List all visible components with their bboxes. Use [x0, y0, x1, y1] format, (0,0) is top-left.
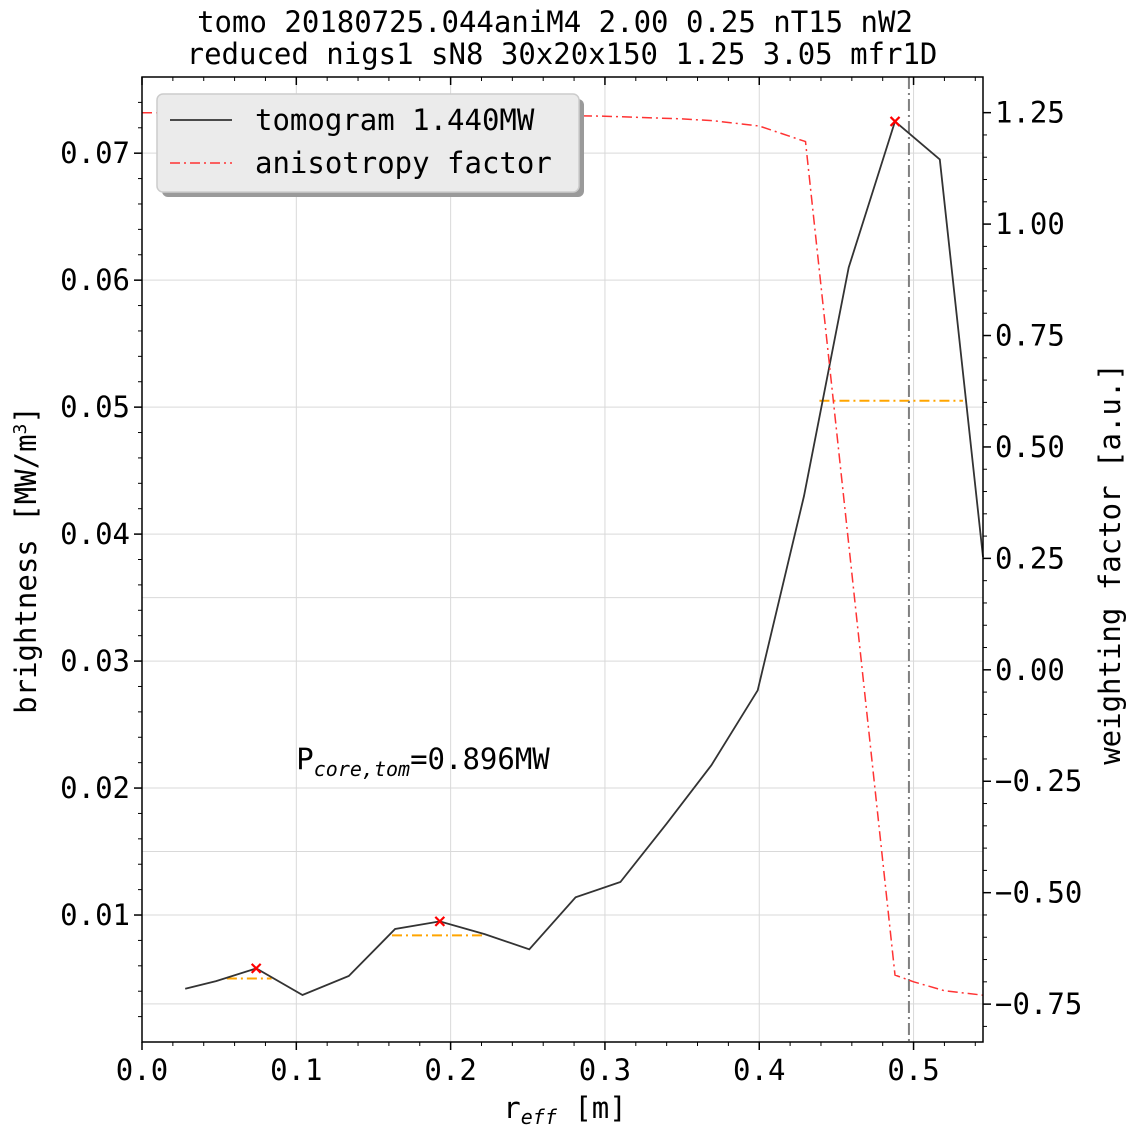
plot-frame: [141, 76, 984, 1043]
core-power-annotation: Pcore,tom=0.896MW: [296, 742, 550, 781]
peak-marker-2: [889, 116, 901, 127]
y-right-tick-label-0: −0.75: [995, 987, 1082, 1021]
peak-marker-0: [250, 963, 262, 974]
y-right-tick-label-5: 0.50: [995, 430, 1065, 464]
y-right-tick-label-4: 0.25: [995, 541, 1065, 575]
legend-box: [156, 93, 580, 193]
series-line-0: [184, 119, 984, 996]
y-left-axis-label-sup: 3: [10, 424, 31, 435]
y-left-axis-label-end: ]: [9, 406, 43, 423]
y-right-tick-label-6: 0.75: [995, 319, 1065, 353]
x-tick-label-2: 0.2: [424, 1053, 476, 1087]
x-axis-label-unit: [m]: [557, 1091, 627, 1125]
x-axis-label-sub: eff: [521, 1105, 558, 1129]
y-right-tick-label-8: 1.25: [995, 96, 1065, 130]
legend-label-anisotropy: anisotropy factor: [255, 146, 552, 180]
series-line-1: [142, 111, 984, 996]
y-left-axis-label: brightness [MW/m3]: [9, 406, 43, 714]
y-left-tick-label-4: 0.05: [60, 390, 130, 424]
x-tick-label-1: 0.1: [270, 1053, 322, 1087]
x-axis-label: reff [m]: [503, 1091, 626, 1129]
peak-marker-stroke-b: [889, 116, 901, 127]
peak-marker-stroke-b: [250, 963, 262, 974]
peak-markers: [250, 116, 901, 974]
legend: tomogram 1.440MW anisotropy factor: [156, 93, 584, 197]
y-right-tick-label-7: 1.00: [995, 207, 1065, 241]
y-right-axis-label: weighting factor [a.u.]: [1093, 363, 1127, 765]
x-axis-ticks: 0.0 0.1 0.2 0.3 0.4 0.5: [116, 77, 976, 1087]
legend-label-tomogram: tomogram 1.440MW: [255, 103, 535, 137]
peak-marker-stroke-b: [434, 916, 446, 927]
y-left-axis-label-main: brightness [MW/m: [9, 434, 43, 713]
y-right-tick-label-3: 0.00: [995, 653, 1065, 687]
x-tick-label-0: 0.0: [116, 1053, 168, 1087]
y-left-tick-label-5: 0.06: [60, 263, 130, 297]
x-tick-label-3: 0.3: [579, 1053, 631, 1087]
chart-title-line2: reduced nigs1 sN8 30x20x150 1.25 3.05 mf…: [187, 37, 938, 71]
chart-title-line1: tomo 20180725.044aniM4 2.00 0.25 nT15 nW…: [197, 5, 913, 39]
y-left-tick-label-6: 0.07: [60, 136, 130, 170]
y-left-tick-label-0: 0.01: [60, 898, 130, 932]
y-right-tick-label-2: −0.25: [995, 764, 1082, 798]
annotation-value: =0.896MW: [410, 742, 550, 776]
y-right-tick-label-1: −0.50: [995, 876, 1082, 910]
peak-marker-1: [434, 916, 446, 927]
x-axis-label-main: r: [503, 1091, 520, 1125]
x-tick-label-5: 0.5: [887, 1053, 939, 1087]
y-right-axis-ticks: −0.75 −0.50 −0.25 0.00 0.25 0.50 0.75 1.00 1.25: [983, 96, 1082, 1027]
peak-width-markers: [226, 77, 963, 1042]
series-lines: [142, 111, 984, 996]
annotation-main: P: [296, 742, 313, 776]
y-left-axis-ticks: 0.01 0.02 0.03 0.04 0.05 0.06 0.07: [60, 101, 142, 1018]
y-left-tick-label-1: 0.02: [60, 771, 130, 805]
y-left-tick-label-2: 0.03: [60, 644, 130, 678]
annotation-sub: core,tom: [314, 757, 410, 781]
y-left-tick-label-3: 0.04: [60, 517, 130, 551]
x-tick-label-4: 0.4: [733, 1053, 785, 1087]
grid: [142, 77, 983, 1042]
